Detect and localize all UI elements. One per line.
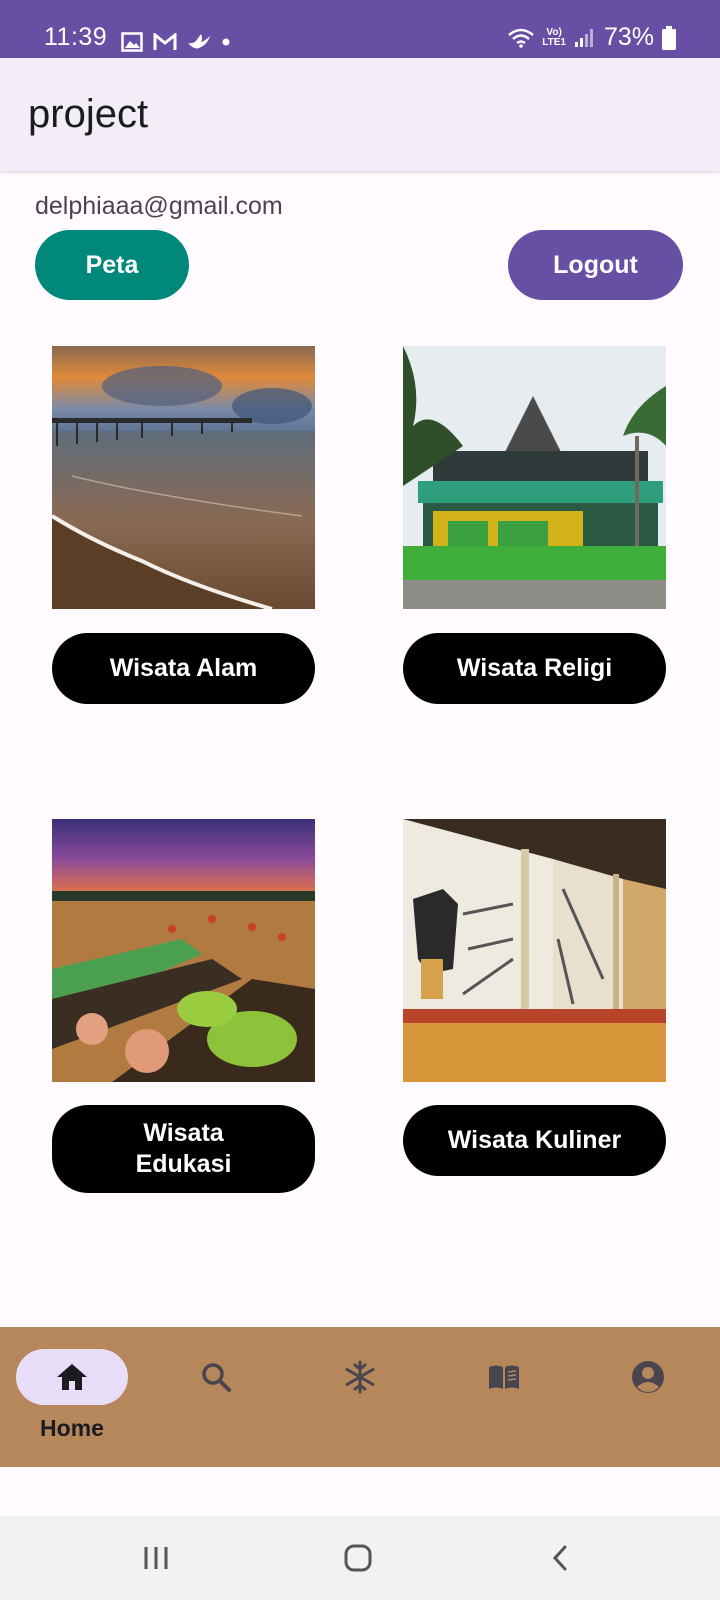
nav-item-account[interactable] [576,1327,720,1467]
wisata-edukasi-image[interactable] [52,819,315,1082]
logout-button[interactable]: Logout [508,230,683,300]
nav-item-home[interactable]: Home [0,1327,144,1467]
volte-icon: Vo) LTE1 [542,26,566,48]
wisata-alam-image[interactable] [52,346,315,609]
back-icon[interactable] [550,1544,570,1572]
wisata-religi-button[interactable]: Wisata Religi [403,633,666,704]
map-button[interactable]: Peta [35,230,189,300]
book-icon [489,1365,519,1389]
snowflake-icon [345,1360,375,1394]
gmail-icon [153,33,177,50]
bird-icon [188,34,211,49]
recents-icon[interactable] [142,1545,170,1571]
bottom-navigation: Home [0,1327,720,1467]
system-navigation-bar [0,1516,720,1600]
app-bar: project [0,58,720,171]
wifi-icon [508,28,535,48]
battery-icon [662,25,676,50]
nav-label-home: Home [40,1415,104,1441]
gallery-icon [121,32,143,52]
status-time: 11:39 [44,23,108,51]
wisata-kuliner-button[interactable]: Wisata Kuliner [403,1105,666,1176]
wisata-edukasi-button[interactable]: Wisata Edukasi [52,1105,315,1193]
nav-item-search[interactable] [144,1327,288,1467]
wisata-religi-image[interactable] [403,346,666,609]
home-circle-icon[interactable] [344,1544,372,1572]
page-title: project [28,92,149,136]
wisata-kuliner-image[interactable] [403,819,666,1082]
nav-item-snowflake[interactable] [288,1327,432,1467]
battery-percent: 73% [603,23,654,51]
status-bar: 11:39 Vo) LTE1 73% [0,0,720,58]
signal-icon [574,28,593,47]
home-icon [57,1364,87,1390]
search-icon [202,1363,231,1392]
nav-item-book[interactable] [432,1327,576,1467]
notification-dot-icon [222,38,230,46]
account-circle-icon [632,1361,664,1393]
wisata-alam-button[interactable]: Wisata Alam [52,633,315,704]
user-email: delphiaaa@gmail.com [35,192,283,220]
